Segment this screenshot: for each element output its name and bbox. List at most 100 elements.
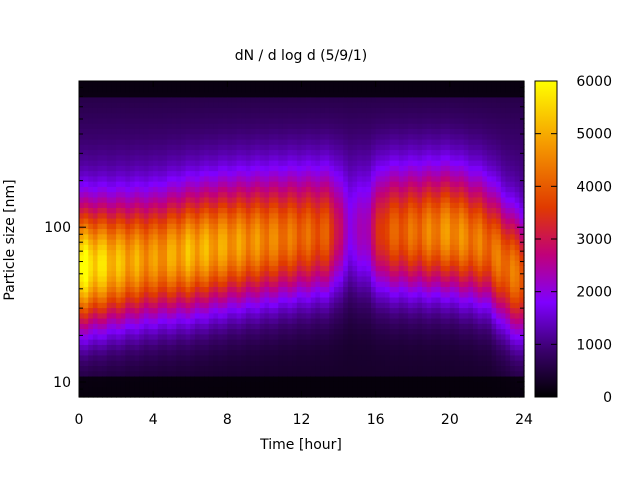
heatmap-cell bbox=[292, 223, 298, 230]
heatmap-cell bbox=[102, 275, 108, 282]
heatmap-cell bbox=[79, 244, 85, 251]
heatmap-cell bbox=[445, 133, 451, 140]
heatmap-cell bbox=[394, 112, 400, 119]
heatmap-cell bbox=[357, 354, 363, 361]
heatmap-cell bbox=[111, 228, 117, 235]
heatmap-cell bbox=[269, 228, 275, 235]
heatmap-cell bbox=[269, 333, 275, 340]
heatmap-cell bbox=[190, 391, 196, 398]
heatmap-cell bbox=[185, 291, 191, 298]
heatmap-cell bbox=[282, 265, 289, 272]
heatmap-cell bbox=[120, 212, 126, 219]
heatmap-cell bbox=[454, 81, 460, 87]
heatmap-cell bbox=[194, 344, 201, 351]
heatmap-cell bbox=[389, 296, 395, 303]
heatmap-cell bbox=[398, 349, 405, 356]
heatmap-cell bbox=[422, 312, 428, 319]
heatmap-cell bbox=[213, 212, 219, 219]
heatmap-cell bbox=[301, 318, 307, 324]
heatmap-cell bbox=[380, 112, 386, 119]
heatmap-cell bbox=[389, 117, 395, 124]
heatmap-cell bbox=[389, 181, 395, 187]
heatmap-cell bbox=[176, 181, 182, 187]
heatmap-cell bbox=[250, 270, 256, 277]
heatmap-cell bbox=[120, 202, 126, 208]
heatmap-cell bbox=[352, 354, 358, 361]
heatmap-cell bbox=[278, 349, 284, 356]
heatmap-cell bbox=[148, 86, 154, 93]
heatmap-cell bbox=[435, 96, 442, 103]
heatmap-cell bbox=[204, 196, 210, 203]
heatmap-cell bbox=[352, 312, 358, 319]
heatmap-cell bbox=[167, 96, 173, 103]
heatmap-cell bbox=[375, 112, 381, 119]
heatmap-cell bbox=[116, 170, 122, 177]
heatmap-cell bbox=[343, 312, 349, 319]
heatmap-cell bbox=[79, 96, 85, 103]
heatmap-cell bbox=[92, 207, 99, 214]
heatmap-cell bbox=[111, 170, 117, 177]
heatmap-cell bbox=[204, 344, 210, 351]
heatmap-cell bbox=[380, 165, 386, 172]
heatmap-cell bbox=[282, 381, 289, 388]
heatmap-cell bbox=[398, 154, 405, 161]
heatmap-cell bbox=[213, 144, 219, 151]
heatmap-cell bbox=[445, 328, 451, 335]
heatmap-cell bbox=[440, 339, 446, 345]
heatmap-cell bbox=[398, 265, 405, 272]
heatmap-cell bbox=[417, 370, 423, 377]
heatmap-cell bbox=[282, 281, 289, 287]
heatmap-cell bbox=[185, 312, 191, 319]
heatmap-cell bbox=[435, 333, 442, 340]
heatmap-cell bbox=[157, 217, 164, 224]
heatmap-cell bbox=[231, 344, 238, 351]
heatmap-cell bbox=[412, 86, 418, 93]
heatmap-cell bbox=[116, 239, 122, 245]
heatmap-cell bbox=[347, 196, 354, 203]
heatmap-cell bbox=[287, 291, 293, 298]
heatmap-cell bbox=[157, 81, 164, 87]
heatmap-cell bbox=[231, 154, 238, 161]
heatmap-cell bbox=[259, 349, 266, 356]
heatmap-cell bbox=[320, 138, 326, 145]
heatmap-cell bbox=[333, 160, 340, 166]
heatmap-cell bbox=[273, 181, 279, 187]
heatmap-cell bbox=[180, 291, 187, 298]
heatmap-cell bbox=[431, 160, 437, 166]
heatmap-cell bbox=[422, 181, 428, 187]
heatmap-cell bbox=[139, 365, 145, 372]
heatmap-cell bbox=[129, 244, 136, 251]
heatmap-cell bbox=[306, 381, 312, 388]
heatmap-cell bbox=[180, 265, 187, 272]
heatmap-cell bbox=[259, 381, 266, 388]
heatmap-cell bbox=[394, 96, 400, 103]
heatmap-cell bbox=[79, 154, 85, 161]
heatmap-cell bbox=[92, 165, 99, 172]
heatmap-cell bbox=[347, 133, 354, 140]
heatmap-cell bbox=[301, 275, 307, 282]
heatmap-cell bbox=[79, 144, 85, 151]
heatmap-cell bbox=[296, 275, 303, 282]
heatmap-cell bbox=[380, 323, 386, 330]
heatmap-cell bbox=[408, 291, 414, 298]
heatmap-cell bbox=[361, 128, 367, 135]
heatmap-cell bbox=[333, 117, 340, 124]
heatmap-cell bbox=[320, 265, 326, 272]
heatmap-cell bbox=[106, 249, 113, 256]
heatmap-cell bbox=[454, 117, 460, 124]
heatmap-cell bbox=[296, 181, 303, 187]
heatmap-cell bbox=[194, 281, 201, 287]
heatmap-cell bbox=[459, 207, 465, 214]
heatmap-cell bbox=[426, 302, 432, 309]
heatmap-cell bbox=[190, 370, 196, 377]
heatmap-cell bbox=[440, 249, 446, 256]
heatmap-cell bbox=[106, 107, 113, 114]
heatmap-cell bbox=[301, 239, 307, 245]
heatmap-cell bbox=[185, 233, 191, 240]
heatmap-cell bbox=[250, 154, 256, 161]
heatmap-cell bbox=[204, 175, 210, 182]
heatmap-cell bbox=[343, 339, 349, 345]
heatmap-cell bbox=[273, 307, 279, 314]
heatmap-cell bbox=[329, 339, 335, 345]
heatmap-cell bbox=[371, 333, 377, 340]
